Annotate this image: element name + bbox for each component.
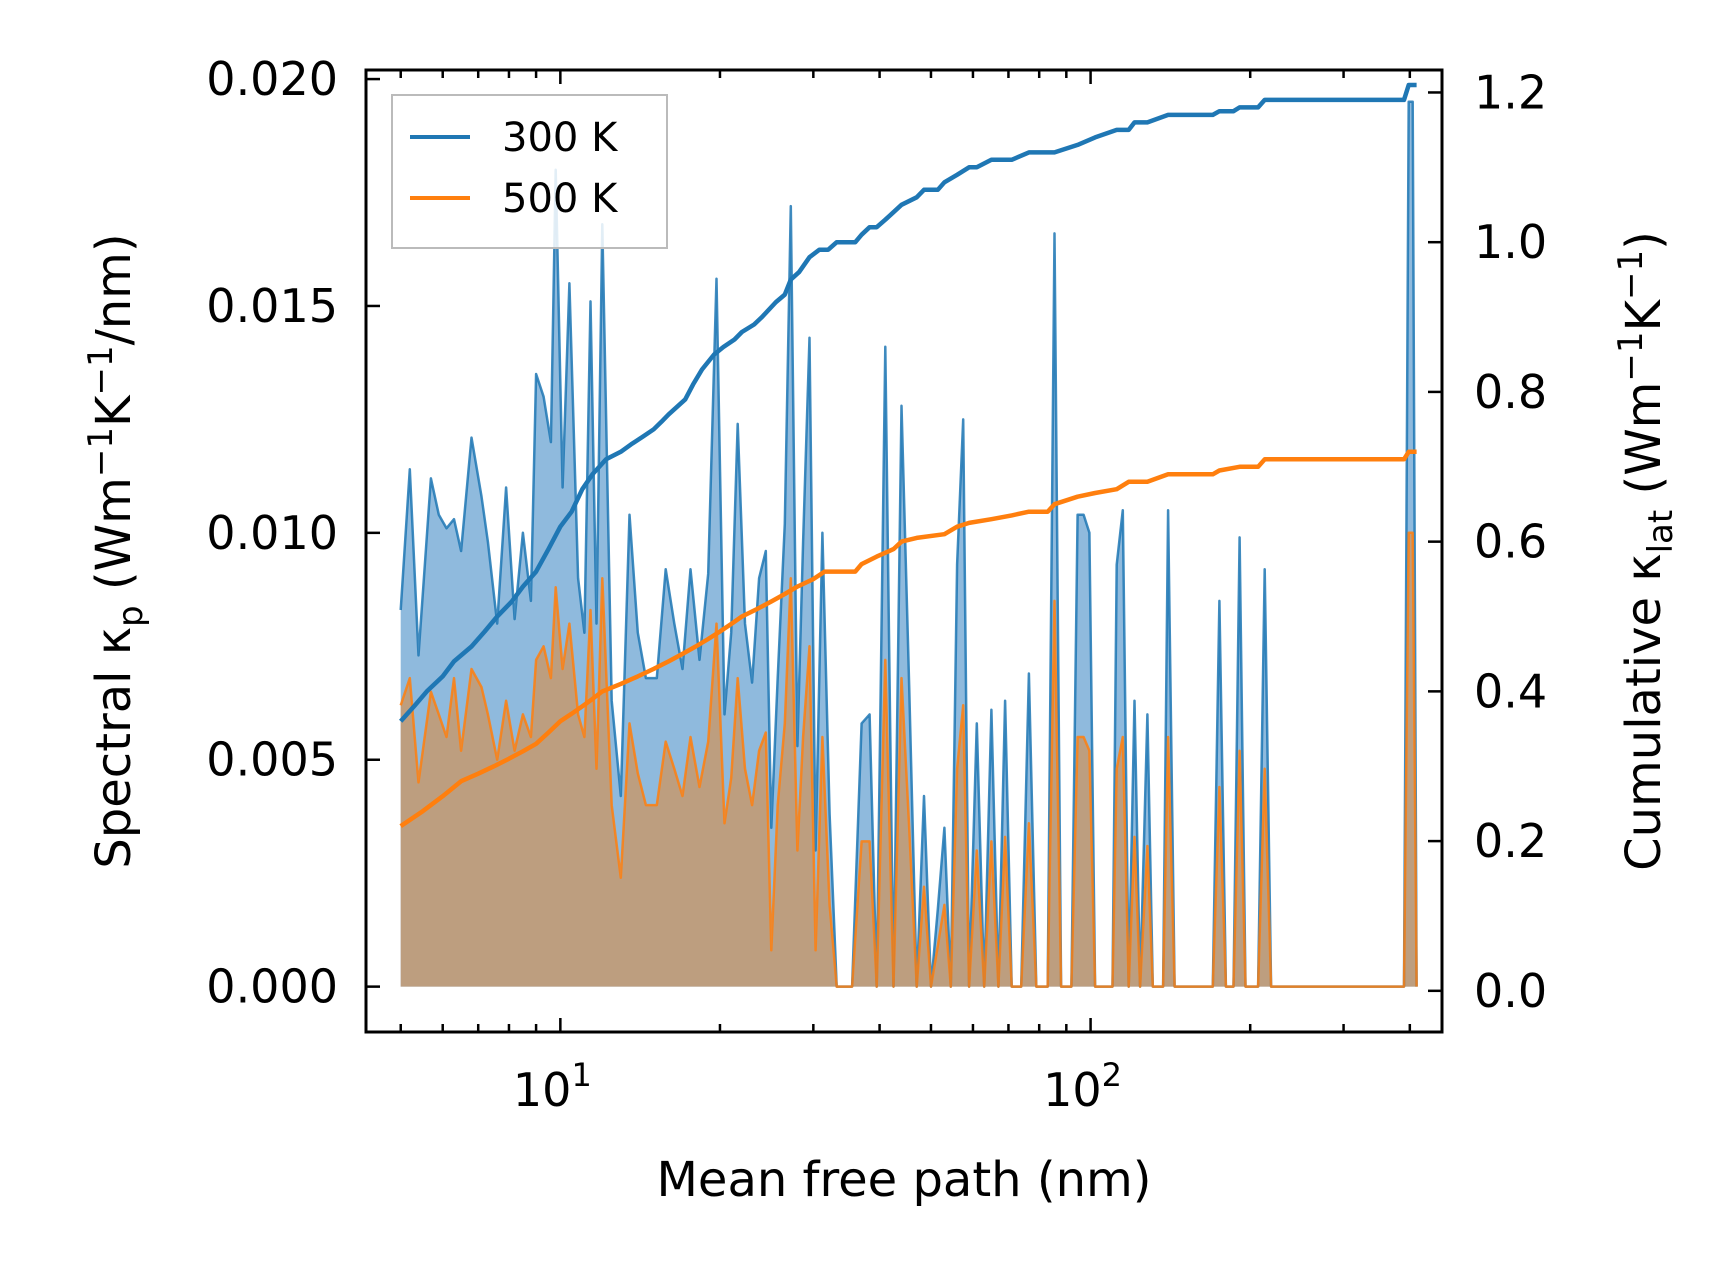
legend-label-300k: 300 K [502,115,619,161]
y-right-tick-label: 0.2 [1474,814,1547,868]
x-tick-label: 101 [513,1056,592,1117]
legend-box [391,94,668,249]
legend: 300 K 500 K [391,94,668,249]
spectral-fill-300k [400,101,1417,987]
x-axis-title: Mean free path (nm) [657,1152,1152,1208]
y-right-tick-label: 0.0 [1474,964,1547,1018]
y-left-axis-title: Spectral κp (Wm−1K−1/nm) [81,233,151,868]
x-tick-label: 102 [1043,1056,1122,1117]
y-left-tick-label: 0.000 [206,960,338,1014]
y-left-tick-label: 0.010 [206,506,338,560]
spectral-line-500k [399,531,1418,988]
y-left-tick-label: 0.020 [206,52,338,106]
y-right-tick-label: 0.4 [1474,664,1547,718]
y-left-tick-label: 0.015 [206,279,338,333]
y-right-tick-label: 1.2 [1474,65,1547,119]
legend-label-500k: 500 K [502,176,619,222]
y-right-axis-title: Cumulative κlat (Wm−1K−1) [1611,231,1681,871]
y-right-tick-label: 0.6 [1474,515,1547,569]
y-right-tick-label: 1.0 [1474,215,1547,269]
y-left-tick-label: 0.005 [206,733,338,787]
y-right-tick-label: 0.8 [1474,365,1547,419]
plot-frame [364,68,1444,1034]
cumulative-line-500k [399,449,1417,828]
ticks-layer: 101 102 0.000 0.005 0.010 0.015 0.020 0.0 0.2 0.4… [206,52,1547,1117]
spectral-fill-500k [400,532,1417,987]
cumulative-line-300k [399,82,1417,723]
